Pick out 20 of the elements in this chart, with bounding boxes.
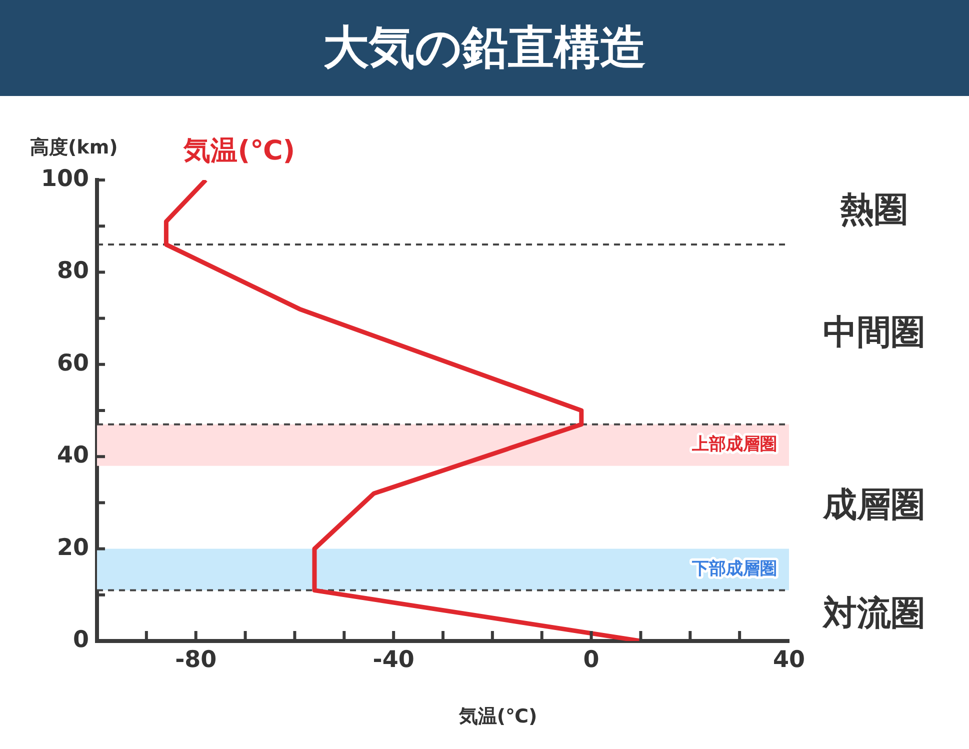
x-axis-title: 気温(℃) [458, 705, 538, 728]
y-tick-label: 40 [56, 442, 89, 469]
x-tick-label: 0 [583, 646, 600, 673]
y-tick-label: 0 [72, 626, 89, 653]
x-tick-label: -40 [372, 646, 414, 673]
text: 中間圏 [823, 312, 925, 352]
series-label: 気温(℃) [182, 136, 296, 167]
text: 熱圏 [839, 190, 908, 230]
text: 対流圏 [822, 593, 925, 634]
band-label: 下部成層圏 [691, 558, 777, 579]
y-axis-title: 高度(km) [30, 136, 118, 158]
y-tick-label: 20 [56, 534, 89, 561]
y-tick-label: 80 [56, 258, 89, 284]
text: 成層圏 [822, 485, 925, 526]
y-tick-label: 100 [40, 166, 89, 192]
chart-title: 大気の鉛直構造 [323, 19, 646, 76]
x-tick-label: 40 [772, 646, 806, 673]
band-label: 上部成層圏 [691, 434, 777, 454]
x-tick-label: -80 [175, 646, 217, 673]
y-tick-label: 60 [56, 350, 89, 376]
